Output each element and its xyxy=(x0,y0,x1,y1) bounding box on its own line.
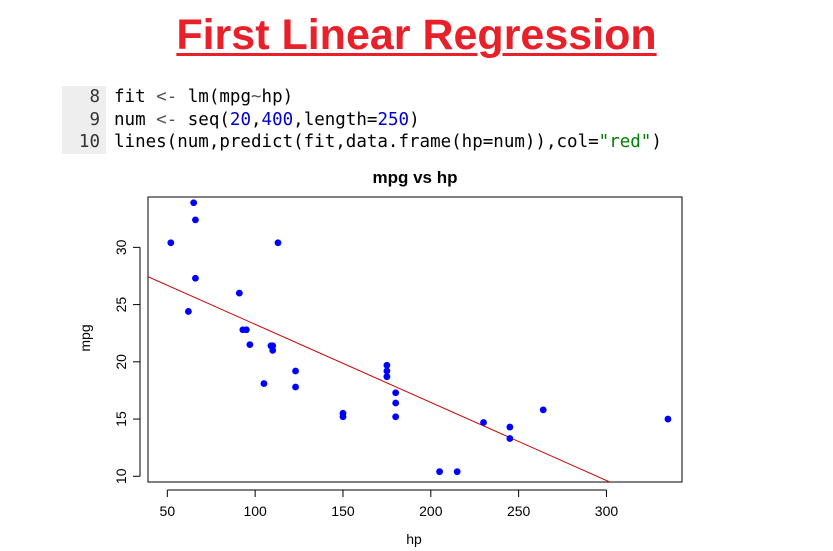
x-tick-label: 300 xyxy=(595,503,619,519)
data-point xyxy=(185,308,192,315)
code-token: fit xyxy=(114,87,157,107)
data-point xyxy=(506,435,514,442)
code-block: 8 fit <- lm(mpg ~ hp) 9 num <- seq(20, 400 ,len… xyxy=(62,86,662,154)
y-tick-label: 25 xyxy=(113,297,129,313)
code-token: seq( xyxy=(187,109,230,130)
data-point xyxy=(383,373,391,381)
x-tick-label: 200 xyxy=(419,503,443,519)
code-token: 400 xyxy=(261,109,294,130)
data-point xyxy=(274,239,282,247)
line-number: 8 xyxy=(62,86,106,109)
data-point xyxy=(392,389,400,397)
y-tick-label: 15 xyxy=(113,411,129,427)
code-line: 8 fit <- lm(mpg ~ hp) xyxy=(62,86,662,109)
data-point xyxy=(192,216,199,224)
y-tick-label: 20 xyxy=(113,354,129,370)
data-point xyxy=(480,419,487,426)
data-point xyxy=(383,361,391,369)
data-point xyxy=(506,423,514,431)
code-token: 250 xyxy=(377,109,410,130)
y-tick-label: 10 xyxy=(113,468,129,484)
y-axis-label: mpg xyxy=(77,324,93,351)
data-point xyxy=(392,399,400,407)
data-point xyxy=(664,415,672,423)
code-token: ~ xyxy=(250,87,262,107)
data-point xyxy=(246,341,254,349)
code-token: ) xyxy=(409,109,420,130)
code-line: 10 lines(num,predict(fit,data.frame(hp=nu… xyxy=(62,131,662,154)
x-tick-label: 50 xyxy=(160,503,176,519)
x-tick-label: 150 xyxy=(331,503,355,519)
plot-frame xyxy=(147,196,683,483)
code-token: num xyxy=(114,109,157,130)
code-token: ) xyxy=(651,132,662,152)
data-point xyxy=(453,468,461,476)
code-token: 20 xyxy=(229,109,251,130)
code-token: "red" xyxy=(598,132,652,152)
data-point xyxy=(235,289,243,297)
x-tick-label: 250 xyxy=(507,503,531,519)
regression-line xyxy=(148,276,612,482)
x-tick-label: 100 xyxy=(243,503,267,519)
slide-title: First Linear Regression xyxy=(176,11,657,59)
code-token: ,length= xyxy=(293,109,378,130)
data-point xyxy=(242,326,250,334)
line-number: 10 xyxy=(62,131,106,154)
code-token: lines(num,predict(fit,data.frame(hp=num)… xyxy=(114,132,599,152)
data-point xyxy=(292,367,299,375)
chart-title: mpg vs hp xyxy=(372,168,457,187)
data-point xyxy=(539,406,547,414)
data-point xyxy=(339,413,347,421)
data-point xyxy=(190,199,198,207)
line-number: 9 xyxy=(62,108,106,131)
data-point xyxy=(167,239,175,247)
data-point xyxy=(260,380,268,387)
code-token: <- xyxy=(156,87,188,107)
data-point xyxy=(392,413,400,421)
code-token: , xyxy=(251,109,262,130)
data-point xyxy=(436,468,443,476)
code-token: hp) xyxy=(261,87,294,107)
data-point xyxy=(292,383,299,391)
code-token: lm(mpg xyxy=(187,87,251,107)
x-axis-label: hp xyxy=(406,531,422,547)
code-line: 9 num <- seq(20, 400 ,length= 250) xyxy=(62,108,662,131)
data-point xyxy=(269,346,277,354)
y-tick-label: 30 xyxy=(113,239,129,255)
code-token: <- xyxy=(156,109,188,130)
data-point xyxy=(383,367,391,375)
data-point xyxy=(192,274,199,282)
